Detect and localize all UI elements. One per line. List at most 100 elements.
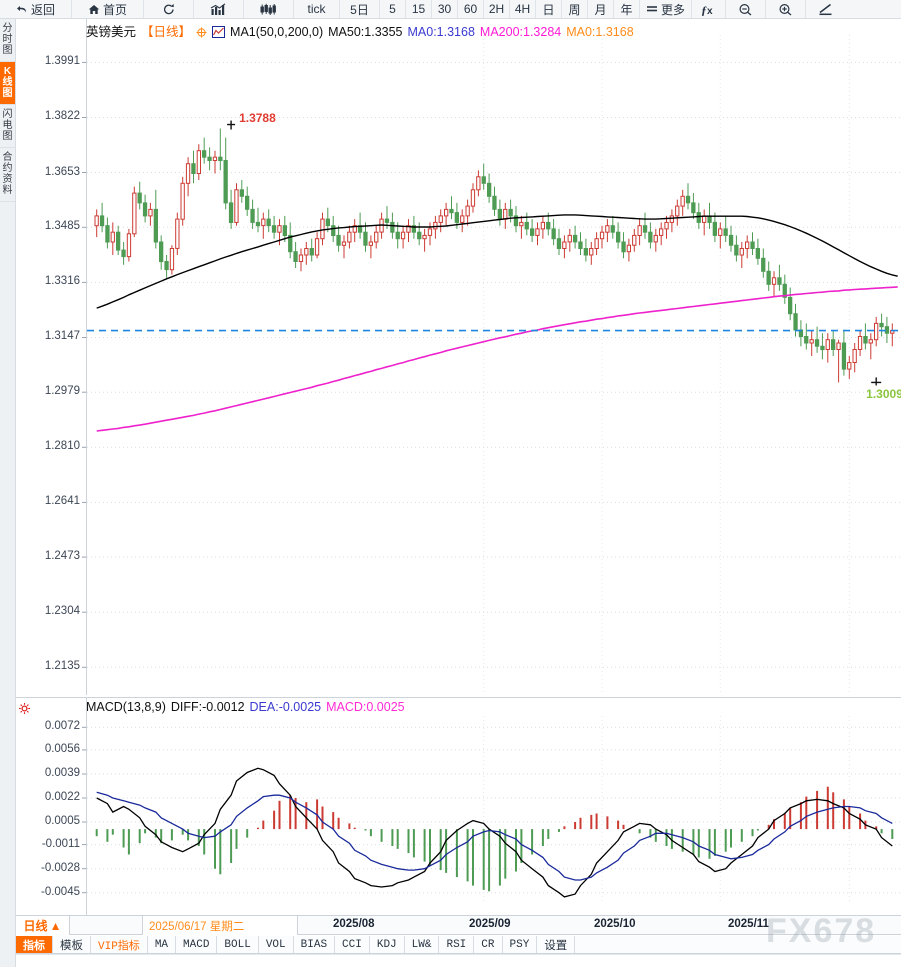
lwr-button[interactable]: LW& [404,936,440,953]
settings-button[interactable]: 设置 [537,936,576,953]
lwr-button-label: LW& [411,938,432,951]
macd-macd-value: MACD:0.0025 [326,700,405,714]
price-y-tick-8: 1.2641 [44,495,80,508]
period-week-label: 周 [568,2,581,17]
vol-button[interactable]: VOL [258,936,294,953]
period-chip[interactable]: 日线 ▲ [16,916,70,935]
more-label: 更多 [660,2,685,17]
zoom-in-button[interactable] [766,0,806,18]
vip-indicator-tab[interactable]: VIP指标 [91,936,148,953]
price-chart-pane[interactable]: 英镑美元 【日线】 MA1(50,0,200,0) MA50:1.3355 MA0:1… [16,19,901,695]
high-price-annotation: 1.3788 [239,110,276,125]
indicator-bar-filler [575,936,901,953]
bias-button[interactable]: BIAS [293,936,336,953]
macd-chart-svg [82,698,901,916]
current-date-box [142,916,298,935]
price-y-tick-11: 1.2135 [44,660,80,673]
sidebar-item-kline[interactable]: K线图 [0,62,15,105]
period-15m-button[interactable]: 15 [406,0,432,18]
bias-button-label: BIAS [300,938,328,951]
sidebar-item-timeline[interactable]: 分时图 [0,19,15,62]
tick-label: tick [307,2,326,16]
refresh-button[interactable] [144,0,194,18]
period-5m-label: 5 [389,2,396,16]
macd-y-tick-5: -0.0011 [41,837,80,850]
price-y-tick-6: 1.2979 [44,385,80,398]
period-2h-button[interactable]: 2H [484,0,510,18]
home-icon [88,4,100,14]
price-chart-header: 英镑美元 【日线】 MA1(50,0,200,0) MA50:1.3355 MA0:1… [86,21,639,41]
psy-button[interactable]: PSY [502,936,538,953]
draw-button[interactable] [806,0,846,18]
sidebar-item-contract[interactable]: 合约资料 [0,148,15,202]
macd-y-tick-2: 0.0039 [44,766,80,779]
zoom-in-icon [779,3,792,16]
draw-line-icon [819,3,832,15]
cci-button[interactable]: CCI [335,936,370,953]
tick-button[interactable]: tick [294,0,340,18]
crosshair-icon[interactable] [196,27,207,41]
ma0-value-a: MA0:1.3168 [407,25,475,39]
svg-text:x: x [707,6,713,16]
zoom-out-button[interactable] [726,0,766,18]
macd-diff-value: DIFF:-0.0012 [170,700,245,714]
macd-chart-pane[interactable]: MACD(13,8,9) DIFF:-0.0012 DEA:-0.0025 MACD:… [16,697,901,916]
period-year-button[interactable]: 年 [614,0,640,18]
indicator-chart-button[interactable] [194,0,244,18]
kdj-button[interactable]: KDJ [369,936,405,953]
ma-params-label: MA1(50,0,200,0) [230,25,324,39]
period-30m-button[interactable]: 30 [432,0,458,18]
psy-button-label: PSY [509,938,530,951]
price-y-tick-10: 1.2304 [44,605,80,618]
price-y-tick-1: 1.3822 [44,110,80,123]
period-5d-button[interactable]: 5日 [340,0,380,18]
period-month-button[interactable]: 月 [588,0,614,18]
boll-button[interactable]: BOLL [217,936,259,953]
ma-button[interactable]: MA [147,936,177,953]
ma-chart-icon[interactable] [212,26,226,41]
macd-y-tick-0: 0.0072 [44,720,80,733]
period-60m-label: 60 [463,2,478,16]
hamburger-icon [646,5,657,11]
fx-button[interactable]: ƒ x [692,0,726,18]
more-button[interactable]: 更多 [640,0,692,18]
price-y-tick-7: 1.2810 [44,440,80,453]
period-15m-label: 15 [411,2,426,16]
candlestick-button[interactable] [244,0,294,18]
macd-y-tick-7: -0.0045 [40,885,80,898]
period-day-button[interactable]: 日 [536,0,562,18]
macd-button[interactable]: MACD [176,936,218,953]
price-y-tick-2: 1.3653 [44,165,80,178]
home-button[interactable]: 首页 [72,0,144,18]
sidebar-item-flash-label: 闪电图 [2,109,13,142]
ma50-value: MA50:1.3355 [328,25,403,39]
indicator-tab[interactable]: 指标 [16,936,53,953]
rsi-button-label: RSI [446,938,467,951]
price-y-tick-0: 1.3991 [44,55,80,68]
bar-chart-icon [210,2,226,15]
period-month-label: 月 [594,2,607,17]
x-tick-2: 2025/10 [594,918,636,930]
period-5m-button[interactable]: 5 [380,0,406,18]
back-button[interactable]: 返回 [0,0,72,18]
macd-dea-value: DEA:-0.0025 [249,700,322,714]
x-tick-1: 2025/09 [469,918,511,930]
period-chip-arrow: ▲ [49,918,62,933]
period-4h-button[interactable]: 4H [510,0,536,18]
price-y-tick-4: 1.3316 [44,275,80,288]
period-week-button[interactable]: 周 [562,0,588,18]
refresh-icon [163,3,174,14]
kdj-button-label: KDJ [376,938,397,951]
macd-header: MACD(13,8,9) DIFF:-0.0012 DEA:-0.0025 MACD:… [86,700,410,714]
period-60m-button[interactable]: 60 [458,0,484,18]
current-date-label: 2025/06/17 星期二 [149,921,245,933]
sidebar-item-flash[interactable]: 闪电图 [0,105,15,148]
template-tab[interactable]: 模板 [53,936,91,953]
symbol-name: 英镑美元 [86,25,137,39]
macd-title: MACD(13,8,9) [86,700,166,714]
horizontal-scrollbar[interactable] [16,954,901,967]
rsi-button[interactable]: RSI [439,936,475,953]
cr-button[interactable]: CR [474,936,503,953]
sun-icon[interactable] [19,701,30,719]
period-4h-label: 4H [514,2,531,16]
